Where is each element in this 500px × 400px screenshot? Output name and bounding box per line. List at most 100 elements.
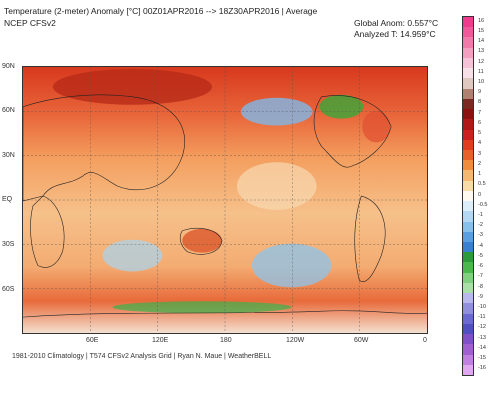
color-scale-label: 15 (478, 27, 485, 34)
color-scale-swatch (463, 57, 473, 69)
color-scale-swatch (463, 149, 473, 161)
color-scale-label: -9 (478, 293, 483, 300)
color-scale-label: -16 (478, 365, 486, 372)
model-source: NCEP CFSv2 (4, 18, 56, 28)
longitude-label: 180 (220, 337, 232, 344)
color-scale-label: 9 (478, 89, 482, 96)
color-scale-swatch (463, 323, 473, 335)
chart-title: Temperature (2-meter) Anomaly [°C] 00Z01… (4, 6, 318, 16)
color-scale-label: 12 (478, 58, 485, 65)
color-scale-swatch (463, 139, 473, 151)
color-scale-label: 13 (478, 48, 485, 55)
color-scale-swatch (463, 364, 473, 376)
map-footer: 1981-2010 Climatology | T574 CFSv2 Analy… (12, 353, 272, 360)
latitude-label: 60S (2, 286, 15, 293)
color-scale-label: -14 (478, 344, 486, 351)
color-scale-swatch (463, 37, 473, 49)
color-scale-label: 2 (478, 160, 482, 167)
color-scale-swatch (463, 201, 473, 212)
color-scale-label: -0.5 (478, 201, 488, 208)
longitude-label: 120W (286, 337, 305, 344)
color-scale-swatch (463, 190, 473, 202)
color-scale-swatch (463, 119, 473, 130)
color-scale-swatch (463, 262, 473, 274)
color-scale-label: -15 (478, 355, 486, 362)
latitude-label: 30S (2, 241, 15, 248)
color-scale-label: 6 (478, 119, 482, 126)
anomaly-region-australia (182, 228, 223, 253)
color-scale-label: 0.5 (478, 181, 486, 188)
coastline-africa (30, 195, 65, 268)
color-scale-label: 16 (478, 17, 485, 24)
color-scale-label: -2 (478, 222, 483, 229)
color-scale-swatch (463, 160, 473, 171)
color-scale-label: 5 (478, 130, 482, 137)
coastline-eurasia (23, 94, 186, 202)
color-scale-swatch (463, 293, 473, 304)
coastline-antarctica (23, 310, 427, 318)
coastline-australia (179, 228, 223, 255)
coastline-north-america (313, 95, 392, 168)
color-scale-label: -3 (478, 232, 483, 239)
latitude-label: EQ (2, 196, 13, 203)
global-anomaly: Global Anom: 0.557°C (354, 18, 439, 28)
color-scale-label: -6 (478, 263, 483, 270)
color-scale-swatch (463, 98, 473, 110)
anomaly-region-east-pacific (236, 162, 317, 210)
color-scale-swatch (463, 354, 473, 366)
anomaly-region-indian-ocean (102, 239, 163, 272)
anomaly-region-nw-pacific (240, 97, 313, 126)
color-scale-swatch (463, 231, 473, 243)
color-scale-swatch (463, 282, 473, 294)
color-scale-label: 14 (478, 38, 485, 45)
color-scale-label: -8 (478, 283, 483, 290)
color-scale-swatch (463, 334, 473, 345)
color-scale-label: 1 (478, 171, 482, 178)
latitude-label: 60N (2, 107, 15, 114)
longitude-label: 0 (423, 337, 427, 344)
color-scale-swatch (463, 211, 473, 223)
color-scale-label: -11 (478, 314, 486, 321)
analyzed-temperature: Analyzed T: 14.959°C (354, 29, 436, 39)
color-scale-swatch (463, 221, 473, 233)
color-scale-label: 4 (478, 140, 482, 147)
anomaly-region-south-pacific (251, 243, 332, 288)
anomaly-region-siberia (52, 68, 213, 105)
color-scale-label: 7 (478, 109, 482, 116)
longitude-label: 120E (152, 337, 169, 344)
color-scale-swatch (463, 252, 473, 263)
anomaly-map (22, 66, 428, 334)
color-scale-swatch (463, 313, 473, 325)
color-scale-swatch (463, 47, 473, 59)
color-scale-swatch (463, 68, 473, 79)
anomaly-region-southern-ocean (112, 301, 292, 314)
latitude-label: 90N (2, 63, 15, 70)
color-scale-swatch (463, 242, 473, 253)
color-scale-swatch (463, 303, 473, 315)
color-scale-label: -4 (478, 242, 483, 249)
color-scale-label: 10 (478, 78, 485, 85)
color-scale-swatch (463, 78, 473, 90)
color-scale-swatch (463, 272, 473, 284)
color-scale-swatch (463, 88, 473, 100)
color-scale-label: 11 (478, 68, 484, 75)
color-scale-label: 8 (478, 99, 482, 106)
latitude-label: 30N (2, 152, 15, 159)
color-scale-swatch (463, 129, 473, 141)
color-scale-swatch (463, 344, 473, 356)
anomaly-region-canada (319, 94, 364, 119)
color-scale-swatch (463, 180, 473, 192)
color-scale-label: -1 (478, 211, 483, 218)
color-scale-bar (462, 16, 474, 376)
color-scale-label: -13 (478, 334, 486, 341)
color-scale-label: -12 (478, 324, 486, 331)
coastline-south-america (354, 195, 386, 282)
longitude-label: 60W (354, 337, 369, 344)
color-scale-label: 0 (478, 191, 482, 198)
color-scale-swatch (463, 27, 473, 38)
longitude-label: 60E (86, 337, 99, 344)
color-scale-label: 3 (478, 150, 482, 157)
color-scale-swatch (463, 17, 473, 28)
color-scale-label: -5 (478, 252, 483, 259)
global-stats: Global Anom: 0.557°C Analyzed T: 14.959°… (354, 18, 438, 40)
